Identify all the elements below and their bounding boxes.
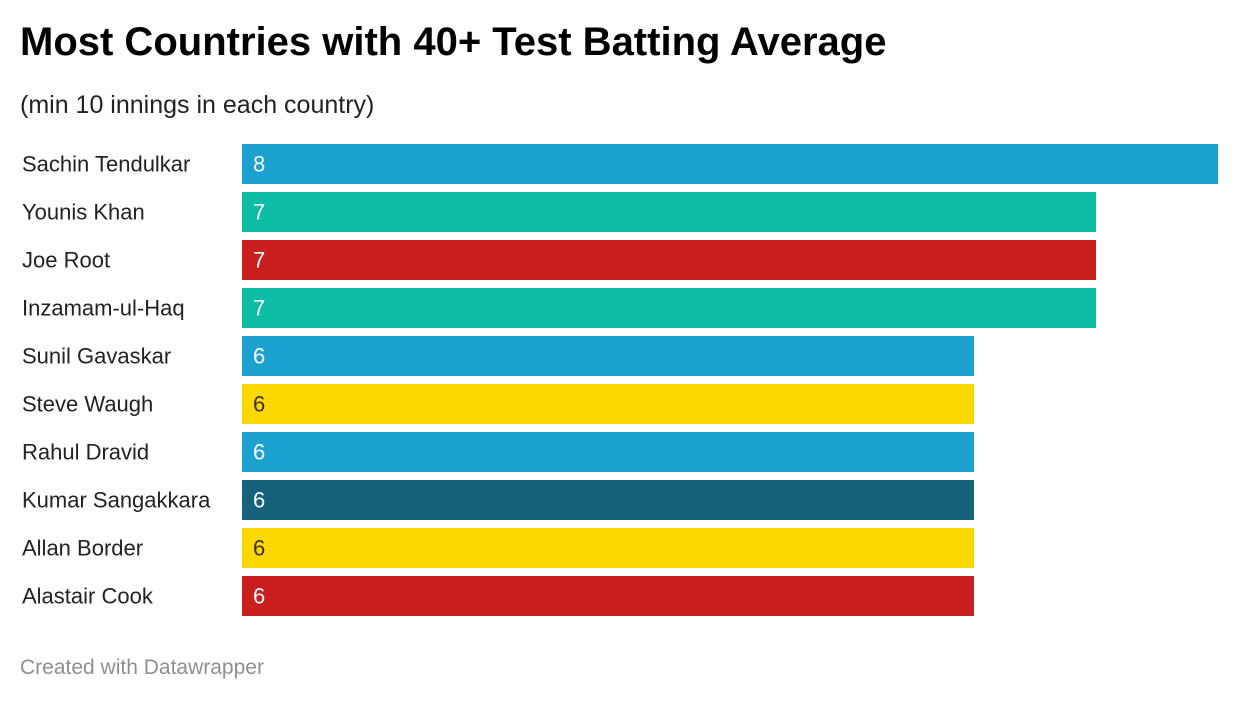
- bar[interactable]: [242, 144, 1218, 184]
- bar[interactable]: [242, 240, 1096, 280]
- bar-value-label: 6: [253, 440, 265, 465]
- bar-value-label: 6: [253, 392, 265, 417]
- category-label: Joe Root: [22, 248, 110, 273]
- category-label: Allan Border: [22, 536, 143, 561]
- category-label: Rahul Dravid: [22, 440, 149, 465]
- bar-value-label: 8: [253, 152, 265, 177]
- bar[interactable]: [242, 432, 974, 472]
- bar-value-label: 7: [253, 296, 265, 321]
- category-label: Steve Waugh: [22, 392, 153, 417]
- bar-value-label: 7: [253, 248, 265, 273]
- bar[interactable]: [242, 192, 1096, 232]
- bar[interactable]: [242, 288, 1096, 328]
- datawrapper-credit[interactable]: Created with Datawrapper: [20, 656, 264, 679]
- category-label: Inzamam-ul-Haq: [22, 296, 185, 321]
- bar[interactable]: [242, 528, 974, 568]
- category-label: Kumar Sangakkara: [22, 488, 211, 513]
- bar-value-label: 6: [253, 536, 265, 561]
- chart-subtitle: (min 10 innings in each country): [20, 91, 375, 119]
- category-label: Younis Khan: [22, 200, 145, 225]
- category-label: Sunil Gavaskar: [22, 344, 171, 369]
- bar-value-label: 6: [253, 584, 265, 609]
- bar[interactable]: [242, 384, 974, 424]
- bar[interactable]: [242, 336, 974, 376]
- bar-value-label: 6: [253, 488, 265, 513]
- bar[interactable]: [242, 576, 974, 616]
- category-label: Sachin Tendulkar: [22, 152, 190, 177]
- category-label: Alastair Cook: [22, 584, 154, 609]
- chart-title: Most Countries with 40+ Test Batting Ave…: [20, 20, 887, 64]
- bar[interactable]: [242, 480, 974, 520]
- bar-value-label: 7: [253, 200, 265, 225]
- bar-value-label: 6: [253, 344, 265, 369]
